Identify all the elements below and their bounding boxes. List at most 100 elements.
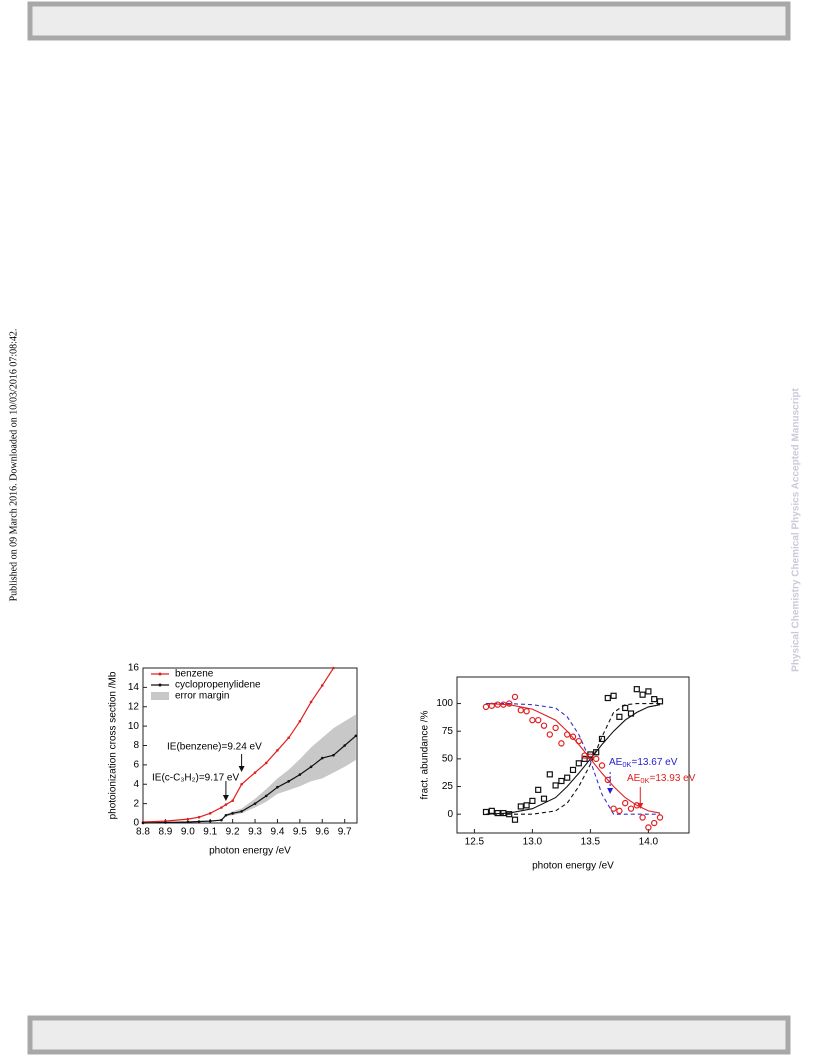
data-point — [598, 762, 606, 769]
data-point — [610, 692, 617, 699]
series-point — [287, 780, 290, 783]
data-point — [656, 698, 664, 705]
series-point — [186, 817, 190, 821]
x-tick-label: 13.0 — [523, 837, 543, 848]
data-point — [558, 740, 565, 747]
data-point — [482, 808, 490, 816]
data-point — [540, 795, 548, 802]
legend-swatch — [158, 672, 162, 676]
legend-swatch — [158, 683, 162, 687]
arrow-head — [607, 788, 614, 794]
series-point — [320, 684, 324, 687]
series-point — [141, 821, 145, 825]
data-point — [523, 708, 530, 715]
data-point — [651, 696, 658, 703]
fit-line — [486, 703, 660, 815]
data-point — [656, 814, 664, 821]
x-tick-label: 9.3 — [248, 827, 262, 838]
data-point — [488, 807, 495, 814]
data-point — [639, 814, 646, 821]
data-point — [529, 797, 536, 805]
x-tick-label: 9.0 — [181, 827, 195, 838]
data-point — [627, 710, 635, 717]
data-point — [575, 737, 583, 745]
series-point — [240, 810, 243, 813]
annotation-sub: 0K — [640, 776, 649, 785]
y-axis-label: fract. abundance /% — [420, 710, 431, 799]
x-tick-label: 8.9 — [158, 827, 172, 838]
series-point — [309, 765, 313, 769]
legend-label: benzene — [175, 669, 214, 680]
legend-label: error margin — [175, 691, 229, 702]
y-tick-label: 16 — [128, 663, 140, 674]
data-point — [523, 802, 530, 809]
data-point — [569, 766, 577, 774]
data-point — [622, 799, 629, 807]
data-point — [552, 724, 559, 732]
series-point — [264, 794, 268, 798]
annotation-rest: =13.67 eV — [632, 757, 678, 768]
annotation-main: AE — [609, 757, 623, 768]
data-point — [540, 722, 548, 729]
watermark: Physical Chemistry Chemical Physics Acce… — [791, 388, 802, 672]
data-point — [500, 809, 507, 817]
annotation: IE(benzene)=9.24 eV — [167, 742, 262, 753]
series-point — [224, 813, 228, 817]
chart: 12.5 13.0 13.5 14.0 0 25 50 75 100 photon energy … — [420, 676, 696, 872]
x-tick-label: 9.6 — [315, 827, 329, 838]
data-point — [616, 807, 623, 815]
y-tick-label: 75 — [442, 726, 454, 737]
x-tick-label: 9.4 — [270, 827, 284, 838]
data-point — [517, 706, 525, 714]
data-point — [593, 749, 600, 756]
data-point — [604, 776, 612, 784]
series-point — [276, 749, 279, 752]
data-point — [587, 751, 594, 758]
data-point — [645, 824, 652, 831]
series-point — [220, 818, 223, 822]
header-bar — [27, 1, 791, 41]
data-point — [604, 694, 611, 702]
annotation-main: AE — [627, 773, 641, 784]
y-tick-label: 50 — [442, 754, 454, 765]
annotation: AE0K=13.67 eV — [609, 757, 678, 769]
data-point — [535, 786, 542, 793]
data-point — [593, 755, 600, 763]
data-point — [511, 816, 519, 823]
series-point — [231, 799, 234, 803]
series-point — [220, 806, 223, 809]
annotation: IE(c-C₃H₂)=9.17 eV — [152, 773, 239, 784]
data-point — [546, 771, 553, 778]
x-tick-label: 9.7 — [338, 827, 352, 838]
x-axis-label: photon energy /eV — [532, 861, 614, 872]
data-point — [529, 716, 536, 724]
y-tick-label: 0 — [133, 818, 139, 829]
arrow-head — [637, 803, 644, 809]
data-point — [558, 777, 565, 785]
series-point — [298, 773, 302, 776]
series-point — [208, 812, 212, 815]
plot-frame — [456, 676, 690, 834]
series-point — [332, 666, 335, 670]
series-point — [208, 819, 212, 823]
data-point — [564, 731, 571, 738]
data-point — [575, 760, 582, 767]
series-point — [287, 736, 290, 740]
annotation-sub: 0K — [622, 760, 631, 769]
data-point — [645, 688, 652, 695]
data-point — [627, 805, 635, 812]
series-point — [197, 815, 201, 819]
series-point — [343, 744, 346, 747]
data-point — [511, 693, 519, 701]
data-point — [552, 782, 559, 789]
data-point — [633, 686, 640, 693]
y-tick-label: 25 — [442, 781, 454, 792]
y-tick-label: 6 — [133, 760, 139, 771]
x-tick-label: 13.5 — [581, 837, 601, 848]
data-point — [546, 731, 554, 738]
series-point — [354, 734, 358, 738]
data-point — [581, 752, 588, 759]
data-point — [581, 755, 588, 762]
